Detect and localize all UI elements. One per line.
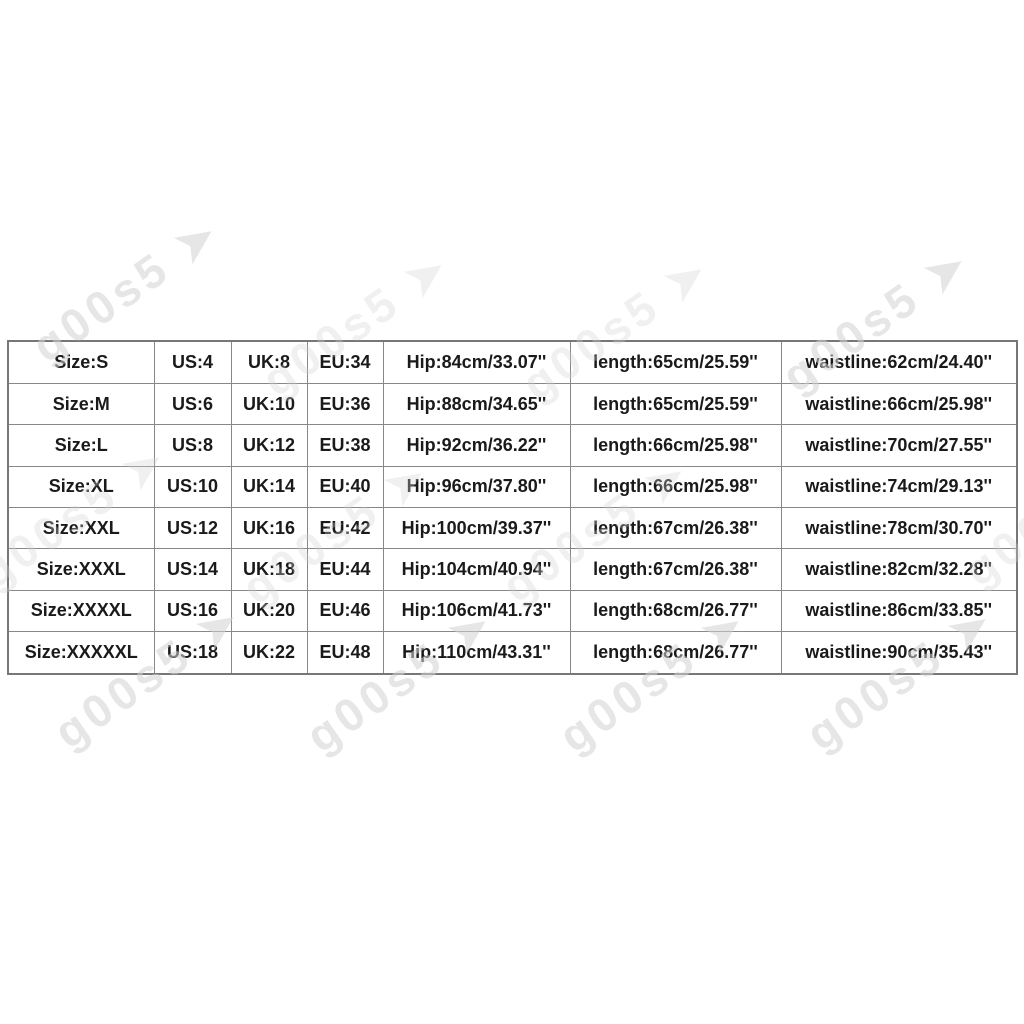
cell-us: US:14 [153,548,232,591]
cell-size: Size:XL [7,465,155,508]
size-row: Size:S US:4 UK:8 EU:34 Hip:84cm/33.07'' … [7,340,1018,384]
cell-waistline: waistline:62cm/24.40'' [780,340,1018,384]
cell-us: US:12 [153,506,232,550]
cell-waistline: waistline:74cm/29.13'' [780,465,1018,508]
cell-uk: UK:18 [230,548,308,591]
cell-uk: UK:16 [230,506,308,550]
cell-size: Size:L [7,424,155,467]
cell-waistline: waistline:86cm/33.85'' [780,589,1018,633]
size-row: Size:XXL US:12 UK:16 EU:42 Hip:100cm/39.… [7,506,1018,550]
cell-hip: Hip:100cm/39.37'' [382,506,571,550]
cell-eu: EU:48 [306,631,384,675]
cell-length: length:67cm/26.38'' [569,548,782,591]
cell-eu: EU:44 [306,548,384,591]
cell-hip: Hip:92cm/36.22'' [382,424,571,467]
cell-eu: EU:40 [306,465,384,508]
size-row: Size:XL US:10 UK:14 EU:40 Hip:96cm/37.80… [7,465,1018,508]
cell-length: length:68cm/26.77'' [569,589,782,633]
cell-size: Size:S [7,340,155,384]
cell-length: length:65cm/25.59'' [569,382,782,426]
size-row: Size:XXXXXL US:18 UK:22 EU:48 Hip:110cm/… [7,631,1018,675]
cell-uk: UK:10 [230,382,308,426]
cell-us: US:4 [153,340,232,384]
cell-length: length:67cm/26.38'' [569,506,782,550]
cell-uk: UK:14 [230,465,308,508]
size-row: Size:XXXL US:14 UK:18 EU:44 Hip:104cm/40… [7,548,1018,591]
cell-hip: Hip:104cm/40.94'' [382,548,571,591]
cell-size: Size:XXXL [7,548,155,591]
cell-size: Size:XXL [7,506,155,550]
cell-uk: UK:8 [230,340,308,384]
cell-uk: UK:12 [230,424,308,467]
cell-us: US:8 [153,424,232,467]
cell-waistline: waistline:78cm/30.70'' [780,506,1018,550]
cell-us: US:10 [153,465,232,508]
cell-hip: Hip:84cm/33.07'' [382,340,571,384]
size-row: Size:M US:6 UK:10 EU:36 Hip:88cm/34.65''… [7,382,1018,426]
size-row: Size:XXXXL US:16 UK:20 EU:46 Hip:106cm/4… [7,589,1018,633]
cell-uk: UK:20 [230,589,308,633]
size-row: Size:L US:8 UK:12 EU:38 Hip:92cm/36.22''… [7,424,1018,467]
cell-hip: Hip:96cm/37.80'' [382,465,571,508]
cell-waistline: waistline:70cm/27.55'' [780,424,1018,467]
cell-waistline: waistline:90cm/35.43'' [780,631,1018,675]
cell-eu: EU:36 [306,382,384,426]
cell-waistline: waistline:82cm/32.28'' [780,548,1018,591]
cell-length: length:65cm/25.59'' [569,340,782,384]
cell-us: US:18 [153,631,232,675]
cell-size: Size:XXXXXL [7,631,155,675]
cell-hip: Hip:106cm/41.73'' [382,589,571,633]
cell-eu: EU:42 [306,506,384,550]
cell-waistline: waistline:66cm/25.98'' [780,382,1018,426]
cell-size: Size:M [7,382,155,426]
cell-hip: Hip:88cm/34.65'' [382,382,571,426]
cell-eu: EU:34 [306,340,384,384]
cell-eu: EU:46 [306,589,384,633]
cell-length: length:66cm/25.98'' [569,424,782,467]
cell-us: US:6 [153,382,232,426]
cell-uk: UK:22 [230,631,308,675]
cell-hip: Hip:110cm/43.31'' [382,631,571,675]
cell-size: Size:XXXXL [7,589,155,633]
size-chart-table: Size:S US:4 UK:8 EU:34 Hip:84cm/33.07'' … [7,340,1018,675]
cell-length: length:66cm/25.98'' [569,465,782,508]
cell-us: US:16 [153,589,232,633]
cell-eu: EU:38 [306,424,384,467]
cell-length: length:68cm/26.77'' [569,631,782,675]
